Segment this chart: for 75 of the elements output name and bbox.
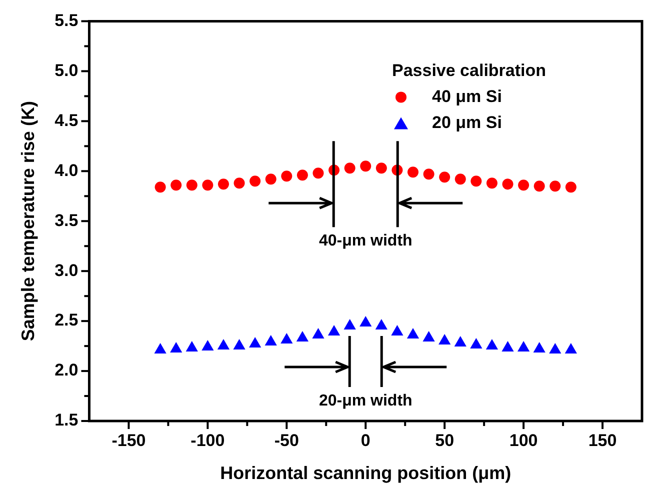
point [296,331,309,342]
point [186,341,198,352]
y-tick-label: 3.0 [54,260,78,280]
y-tick-label: 3.5 [54,210,78,230]
point [280,333,293,344]
point [534,180,545,192]
point [344,319,356,330]
x-tick-label: -50 [274,430,299,450]
point [565,182,576,193]
point [375,319,388,330]
point [360,316,372,327]
point [486,339,498,350]
point [407,166,418,178]
point [312,168,324,179]
point [470,338,482,349]
point [281,170,292,182]
x-tick-label: 150 [588,430,617,450]
point [265,174,276,185]
point [423,168,434,180]
point [454,336,466,347]
point [250,176,261,187]
x-tick-label: 0 [360,430,370,450]
y-tick-label: 5.0 [54,60,78,80]
y-axis-title: Sample temperature rise (K) [18,101,38,342]
point [344,162,356,174]
point [502,341,514,352]
point [154,343,166,354]
point [360,160,372,172]
point [422,331,435,342]
point [233,339,246,350]
legend-title: Passive calibration [392,60,546,80]
y-tick-label: 5.5 [54,10,78,30]
point [186,180,198,191]
point [564,343,577,354]
annotation: 40-μm width [318,232,412,250]
point [470,176,482,187]
point [376,162,387,174]
x-axis-title: Horizontal scanning position (μm) [220,463,512,484]
point [296,170,308,181]
point [312,328,324,339]
x-tick-label: 50 [435,430,454,450]
point [217,339,230,350]
point [202,180,214,191]
point [439,172,450,183]
point [486,178,498,189]
y-tick-label: 4.5 [54,110,78,130]
point [550,180,561,192]
point [218,178,229,190]
y-tick-label: 2.5 [54,310,78,330]
point [518,180,530,191]
point [502,178,514,190]
point [154,182,166,193]
x-tick-label: 100 [509,430,538,450]
point [517,341,530,352]
point [438,334,451,345]
point [249,337,262,348]
x-tick-label: -100 [190,430,225,450]
x-tick-label: -150 [112,430,146,450]
y-tick-label: 1.5 [54,410,78,430]
point [406,328,420,339]
point [264,335,277,346]
annotation: 20-μm width [318,392,412,410]
y-tick-label: 4.0 [54,160,78,180]
legend-label: 40 μm Si [432,86,502,106]
point [170,342,182,353]
point [202,340,214,351]
point [234,178,245,189]
point [454,174,466,185]
y-tick-label: 2.0 [54,360,78,380]
point [533,342,546,353]
point [170,180,182,191]
point [549,343,562,354]
point [391,325,404,336]
point [328,325,340,336]
legend-label: 20 μm Si [432,112,502,132]
